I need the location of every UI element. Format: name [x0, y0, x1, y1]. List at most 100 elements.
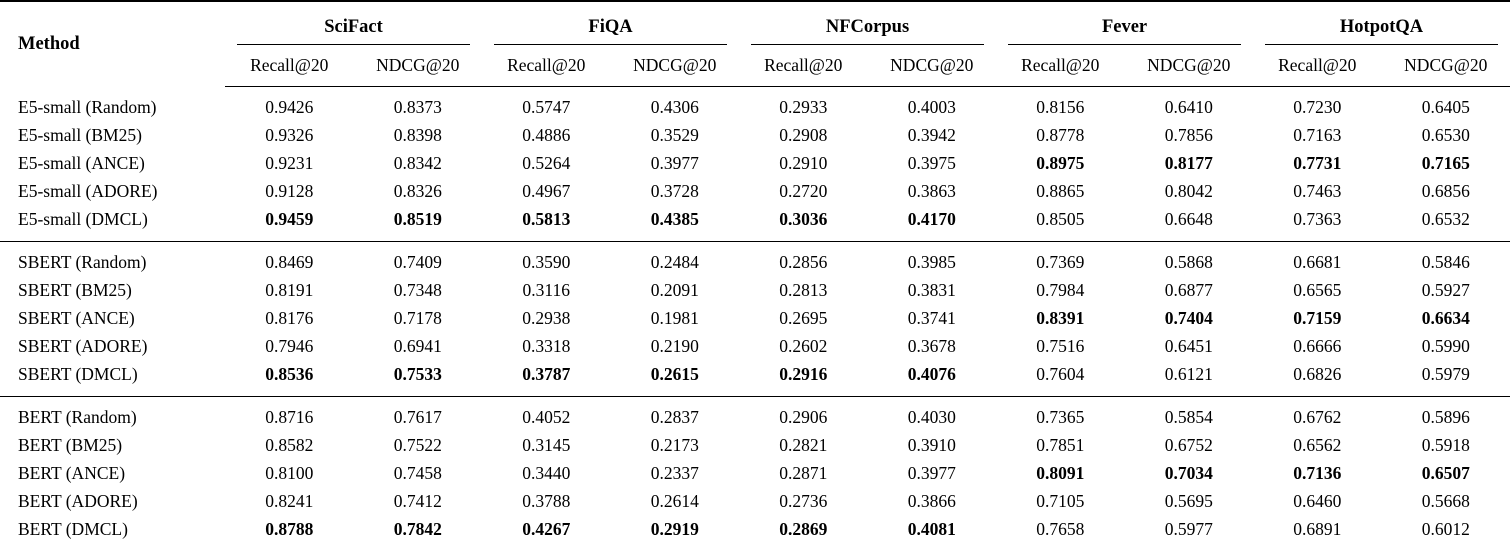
subheader-row: Recall@20 NDCG@20 Recall@20 NDCG@20 Reca…	[0, 45, 1510, 87]
subheader-hotpotqa-recall: Recall@20	[1253, 45, 1382, 87]
value-cell: 0.2933	[779, 97, 828, 117]
value-cell: 0.8156	[1036, 97, 1085, 117]
value-cell: 0.6856	[1421, 181, 1470, 201]
value-cell: 0.3863	[907, 181, 956, 201]
value-cell: 0.6648	[1164, 209, 1213, 229]
value-cell: 0.7136	[1293, 463, 1342, 483]
value-cell: 0.7658	[1036, 519, 1085, 539]
value-cell: 0.2938	[522, 308, 571, 328]
value-cell: 0.5979	[1421, 364, 1470, 384]
value-cell: 0.3318	[522, 336, 571, 356]
value-cell: 0.3975	[907, 153, 956, 173]
group-label: FiQA	[494, 17, 728, 45]
value-cell: 0.4967	[522, 181, 571, 201]
table-row: E5-small (ADORE) 0.9128 0.8326 0.4967 0.3728…	[0, 178, 1510, 206]
value-cell: 0.6405	[1421, 97, 1470, 117]
value-cell: 0.5896	[1421, 407, 1470, 427]
method-cell: SBERT (Random)	[18, 252, 147, 272]
value-cell: 0.2190	[650, 336, 699, 356]
value-cell: 0.7404	[1164, 308, 1213, 328]
group-header-hotpotqa: HotpotQA	[1253, 1, 1510, 45]
value-cell: 0.2837	[650, 407, 699, 427]
value-cell: 0.5747	[522, 97, 571, 117]
value-cell: 0.3116	[522, 280, 570, 300]
value-cell: 0.6507	[1421, 463, 1470, 483]
value-cell: 0.6681	[1293, 252, 1342, 272]
value-cell: 0.5264	[522, 153, 571, 173]
value-cell: 0.8100	[265, 463, 314, 483]
value-cell: 0.8975	[1036, 153, 1085, 173]
value-cell: 0.3977	[650, 153, 699, 173]
value-cell: 0.8342	[393, 153, 442, 173]
method-cell: BERT (Random)	[18, 407, 137, 427]
value-cell: 0.5813	[522, 209, 571, 229]
value-cell: 0.6530	[1421, 125, 1470, 145]
group-header-nfcorpus: NFCorpus	[739, 1, 996, 45]
value-cell: 0.7458	[393, 463, 442, 483]
table-block-1: SBERT (Random) 0.8469 0.7409 0.3590 0.2484 0.…	[0, 241, 1510, 396]
value-cell: 0.6562	[1293, 435, 1342, 455]
value-cell: 0.3942	[907, 125, 956, 145]
value-cell: 0.2813	[779, 280, 828, 300]
table-header: Method SciFact FiQA NFCorpus Fever Hotpo…	[0, 1, 1510, 87]
value-cell: 0.8788	[265, 519, 314, 539]
value-cell: 0.8536	[265, 364, 314, 384]
value-cell: 0.6565	[1293, 280, 1342, 300]
method-cell: BERT (ADORE)	[18, 491, 138, 511]
value-cell: 0.6012	[1421, 519, 1470, 539]
subheader-nfcorpus-recall: Recall@20	[739, 45, 868, 87]
subheader-fever-ndcg: NDCG@20	[1124, 45, 1254, 87]
value-cell: 0.7984	[1036, 280, 1085, 300]
method-column-header: Method	[18, 33, 80, 54]
method-cell: BERT (ANCE)	[18, 463, 126, 483]
value-cell: 0.3036	[779, 209, 828, 229]
value-cell: 0.8582	[265, 435, 314, 455]
value-cell: 0.3145	[522, 435, 571, 455]
table-block-2: BERT (Random) 0.8716 0.7617 0.4052 0.2837 0.2…	[0, 396, 1510, 547]
method-cell: SBERT (BM25)	[18, 280, 132, 300]
value-cell: 0.2908	[779, 125, 828, 145]
method-cell: E5-small (ANCE)	[18, 153, 145, 173]
value-cell: 0.3590	[522, 252, 571, 272]
value-cell: 0.2916	[779, 364, 828, 384]
value-cell: 0.5990	[1421, 336, 1470, 356]
subheader-fever-recall: Recall@20	[996, 45, 1125, 87]
value-cell: 0.5868	[1164, 252, 1213, 272]
value-cell: 0.3866	[907, 491, 956, 511]
value-cell: 0.3977	[907, 463, 956, 483]
table-row: E5-small (Random) 0.9426 0.8373 0.5747 0.430…	[0, 86, 1510, 122]
value-cell: 0.7409	[393, 252, 442, 272]
value-cell: 0.6941	[393, 336, 442, 356]
value-cell: 0.7522	[393, 435, 442, 455]
subheader-hotpotqa-ndcg: NDCG@20	[1381, 45, 1510, 87]
value-cell: 0.5668	[1421, 491, 1470, 511]
value-cell: 0.5846	[1421, 252, 1470, 272]
value-cell: 0.6891	[1293, 519, 1342, 539]
subheader-fiqa-ndcg: NDCG@20	[610, 45, 740, 87]
value-cell: 0.4081	[907, 519, 956, 539]
value-cell: 0.8326	[393, 181, 442, 201]
value-cell: 0.2484	[650, 252, 699, 272]
value-cell: 0.2337	[650, 463, 699, 483]
value-cell: 0.3788	[522, 491, 571, 511]
value-cell: 0.2695	[779, 308, 828, 328]
value-cell: 0.9459	[265, 209, 314, 229]
value-cell: 0.6460	[1293, 491, 1342, 511]
method-cell: BERT (BM25)	[18, 435, 123, 455]
table-row: BERT (DMCL) 0.8788 0.7842 0.4267 0.2919 0.286…	[0, 516, 1510, 547]
method-cell: SBERT (ANCE)	[18, 308, 135, 328]
table-row: E5-small (DMCL) 0.9459 0.8519 0.5813 0.4385 0…	[0, 206, 1510, 242]
value-cell: 0.8469	[265, 252, 314, 272]
group-label: SciFact	[237, 17, 470, 45]
value-cell: 0.4030	[907, 407, 956, 427]
method-cell: E5-small (DMCL)	[18, 209, 148, 229]
value-cell: 0.8177	[1164, 153, 1213, 173]
group-header-fever: Fever	[996, 1, 1253, 45]
value-cell: 0.7463	[1293, 181, 1342, 201]
value-cell: 0.3831	[907, 280, 956, 300]
value-cell: 0.7365	[1036, 407, 1085, 427]
value-cell: 0.4886	[522, 125, 571, 145]
value-cell: 0.7105	[1036, 491, 1085, 511]
